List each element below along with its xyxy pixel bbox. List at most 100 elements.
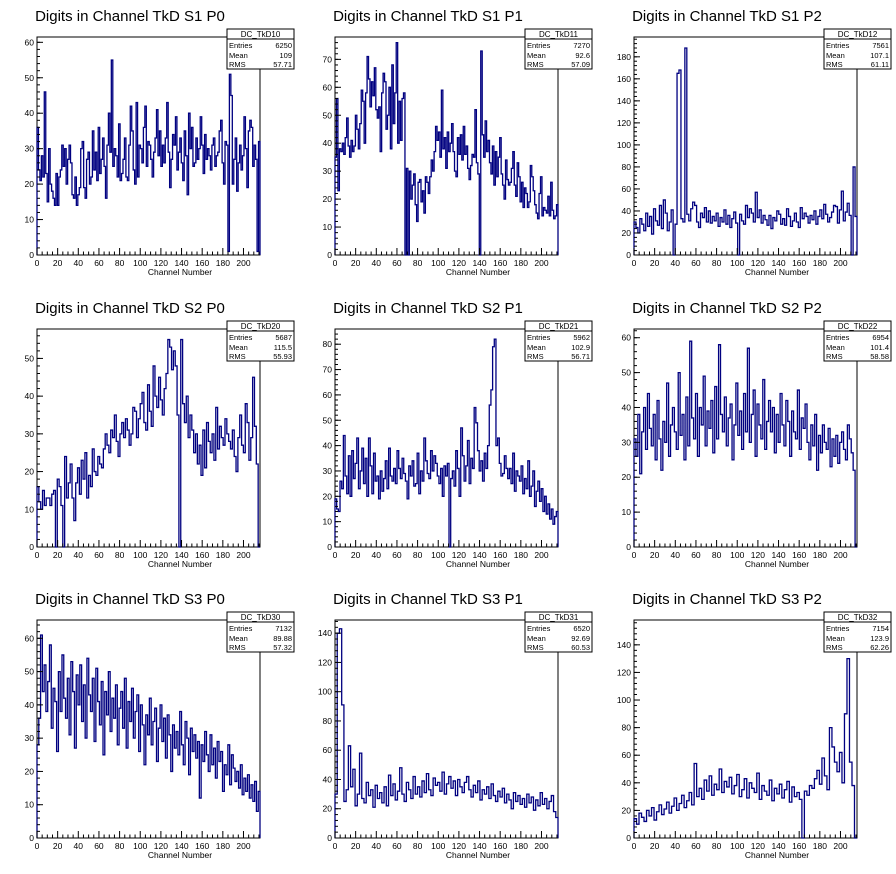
chart-title: Digits in Channel TkD S1 P0: [35, 8, 225, 25]
x-tick-label: 0: [333, 258, 338, 268]
x-tick-label: 140: [472, 841, 486, 851]
x-tick-label: 120: [452, 841, 466, 851]
stats-rms-label: RMS: [229, 352, 246, 361]
x-axis-label: Channel Number: [148, 267, 212, 277]
stats-entries-value: 7270: [573, 41, 590, 50]
stats-mean-value: 89.88: [273, 634, 292, 643]
x-tick-label: 80: [115, 258, 125, 268]
y-tick-label: 10: [323, 517, 333, 527]
y-tick-label: 20: [622, 228, 632, 238]
stats-box: DC_TkD30 Entries 7132 Mean 89.88 RMS 57.32: [226, 611, 295, 653]
y-tick-label: 50: [25, 73, 35, 83]
y-tick-label: 20: [622, 472, 632, 482]
stats-box-frame: [524, 28, 593, 70]
chart-title: Digits in Channel TkD S3 P1: [333, 591, 523, 608]
y-tick-label: 0: [327, 250, 332, 260]
stats-name: DC_TkD12: [838, 30, 878, 39]
stats-entries-value: 7132: [275, 624, 292, 633]
y-tick-label: 50: [25, 353, 35, 363]
x-tick-label: 180: [514, 550, 528, 560]
x-tick-label: 0: [333, 550, 338, 560]
x-tick-label: 40: [74, 258, 84, 268]
stats-entries-value: 5962: [573, 333, 590, 342]
x-axis-label: Channel Number: [446, 267, 510, 277]
x-tick-label: 80: [115, 550, 125, 560]
x-tick-label: 200: [833, 841, 847, 851]
y-tick-label: 180: [617, 52, 631, 62]
x-tick-label: 120: [154, 841, 168, 851]
stats-box-frame: [524, 611, 593, 653]
x-tick-label: 140: [771, 550, 785, 560]
plot-frame: [36, 619, 261, 839]
x-axis-label: Channel Number: [148, 559, 212, 569]
y-tick-label: 50: [622, 368, 632, 378]
histogram-line: [633, 340, 857, 548]
y-tick-label: 120: [318, 657, 332, 667]
x-tick-label: 60: [94, 550, 104, 560]
x-tick-label: 160: [493, 550, 507, 560]
x-tick-label: 60: [392, 841, 402, 851]
stats-mean-label: Mean: [826, 634, 845, 643]
x-tick-label: 80: [413, 841, 423, 851]
stats-box-frame: [823, 28, 892, 70]
x-tick-label: 200: [833, 550, 847, 560]
stats-rms-value: 62.26: [870, 643, 889, 652]
plot-frame: [633, 36, 858, 256]
stats-name: DC_TkD20: [241, 322, 281, 331]
y-tick-label: 40: [25, 700, 35, 710]
stats-mean-value: 101.4: [870, 343, 889, 352]
x-tick-label: 100: [730, 550, 744, 560]
x-tick-label: 20: [650, 258, 660, 268]
stats-rms-label: RMS: [527, 643, 544, 652]
y-tick-label: 140: [318, 628, 332, 638]
stats-rms-value: 56.71: [571, 352, 590, 361]
y-tick-label: 40: [25, 391, 35, 401]
stats-entries-label: Entries: [826, 333, 850, 342]
x-tick-label: 100: [431, 841, 445, 851]
x-tick-label: 120: [154, 258, 168, 268]
histogram-panel: Digits in Channel TkD S1 P10 20 40 60 80 100 1…: [323, 8, 593, 277]
x-tick-label: 160: [195, 258, 209, 268]
y-tick-label: 30: [323, 166, 333, 176]
x-tick-label: 40: [671, 550, 681, 560]
stats-entries-label: Entries: [229, 333, 253, 342]
x-tick-label: 80: [712, 841, 722, 851]
x-tick-label: 180: [813, 841, 827, 851]
x-axis-label: Channel Number: [745, 267, 809, 277]
y-tick-label: 20: [323, 194, 333, 204]
stats-entries-value: 6954: [872, 333, 889, 342]
stats-mean-value: 109: [279, 51, 292, 60]
stats-box: DC_TkD11 Entries 7270 Mean 92.6 RMS 57.09: [524, 28, 593, 70]
x-tick-label: 200: [534, 258, 548, 268]
stats-box: DC_TkD31 Entries 6520 Mean 92.69 RMS 60.53: [524, 611, 593, 653]
y-tick-label: 0: [29, 833, 34, 843]
x-tick-label: 200: [534, 550, 548, 560]
y-tick-label: 80: [622, 723, 632, 733]
x-axis-label: Channel Number: [148, 850, 212, 860]
x-tick-label: 180: [216, 841, 230, 851]
y-tick-label: 10: [25, 800, 35, 810]
chart-title: Digits in Channel TkD S2 P0: [35, 300, 225, 317]
y-tick-label: 50: [323, 110, 333, 120]
stats-entries-label: Entries: [826, 41, 850, 50]
stats-mean-value: 102.9: [571, 343, 590, 352]
x-tick-label: 160: [792, 258, 806, 268]
y-tick-label: 40: [323, 774, 333, 784]
stats-mean-value: 92.69: [571, 634, 590, 643]
y-tick-label: 30: [323, 466, 333, 476]
x-tick-label: 200: [236, 841, 250, 851]
x-tick-label: 0: [632, 841, 637, 851]
y-tick-label: 10: [323, 222, 333, 232]
y-tick-label: 10: [25, 504, 35, 514]
plot-frame: [334, 619, 559, 839]
histogram-panel: Digits in Channel TkD S3 P2 0 20 40 60 80 100 1…: [617, 591, 892, 860]
stats-entries-label: Entries: [527, 41, 551, 50]
y-tick-label: 60: [25, 37, 35, 47]
x-tick-label: 160: [195, 841, 209, 851]
histogram-panel: Digits in Channel TkD S2 P10 20 40 60 80 100 1…: [323, 300, 593, 569]
x-tick-label: 100: [133, 258, 147, 268]
stats-name: DC_TkD32: [838, 613, 878, 622]
x-tick-label: 40: [74, 841, 84, 851]
y-tick-label: 60: [622, 184, 632, 194]
histogram-line: [36, 338, 260, 548]
